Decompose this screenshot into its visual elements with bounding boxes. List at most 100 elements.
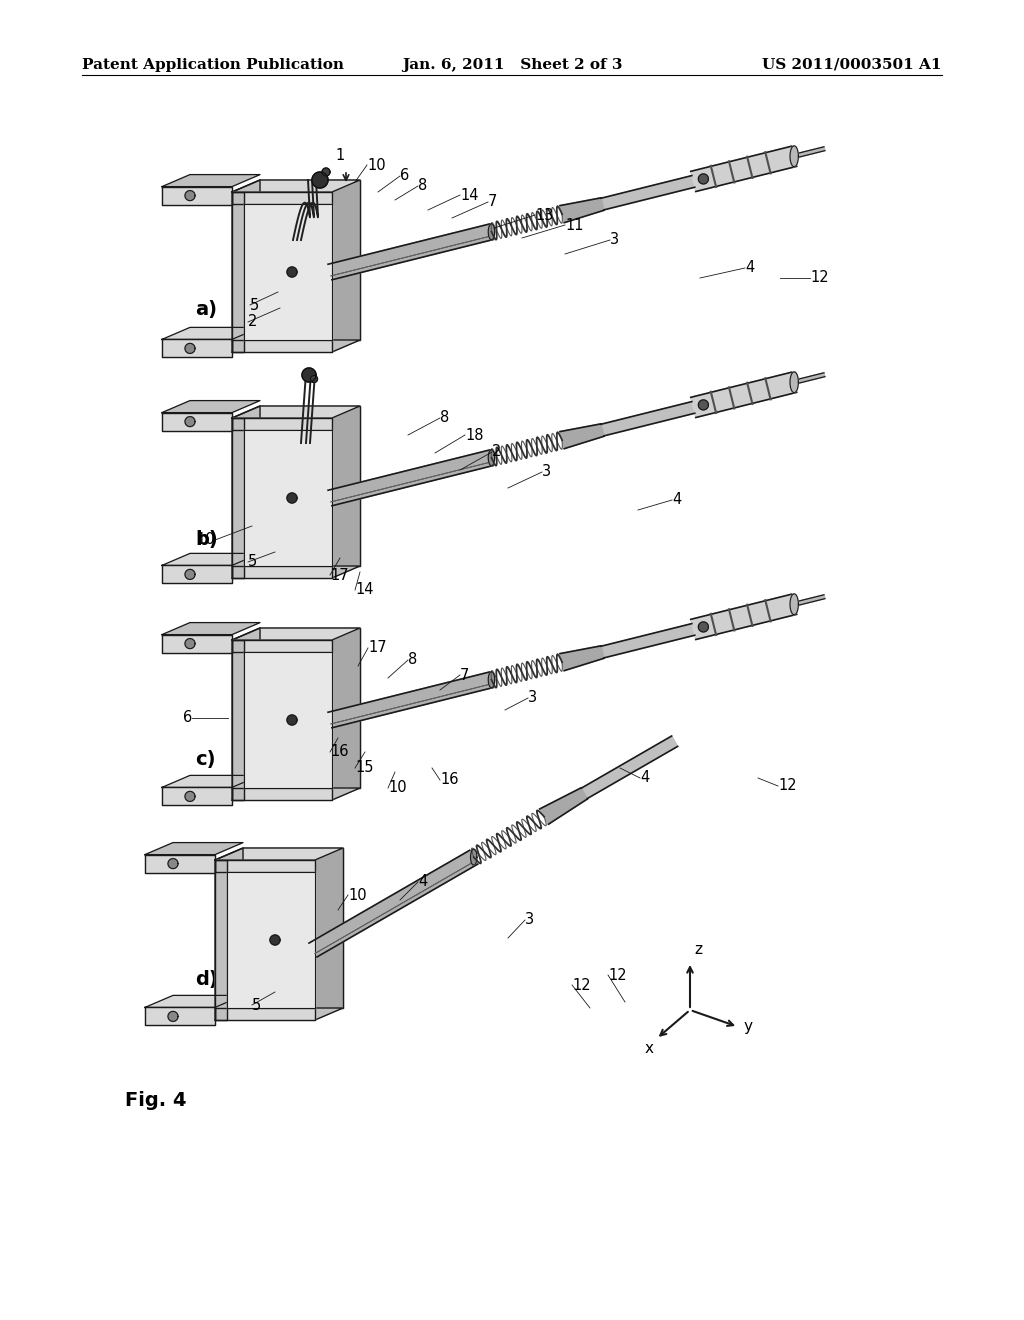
Polygon shape	[287, 492, 297, 503]
Polygon shape	[232, 180, 360, 191]
Text: 11: 11	[565, 218, 584, 232]
Polygon shape	[560, 645, 604, 671]
Text: 14: 14	[460, 187, 478, 202]
Text: 10: 10	[388, 780, 407, 796]
Text: c): c)	[195, 751, 215, 770]
Polygon shape	[582, 737, 678, 799]
Text: 8: 8	[408, 652, 417, 668]
Polygon shape	[691, 147, 797, 191]
Text: 14: 14	[355, 582, 374, 598]
Polygon shape	[162, 788, 232, 805]
Text: Fig. 4: Fig. 4	[125, 1090, 186, 1110]
Polygon shape	[232, 640, 244, 800]
Text: 15: 15	[355, 760, 374, 776]
Polygon shape	[791, 372, 799, 392]
Polygon shape	[691, 594, 797, 639]
Polygon shape	[162, 565, 232, 583]
Polygon shape	[243, 847, 343, 1008]
Polygon shape	[791, 147, 799, 166]
Polygon shape	[145, 854, 215, 873]
Polygon shape	[227, 873, 315, 1008]
Text: 6: 6	[400, 169, 410, 183]
Polygon shape	[794, 595, 825, 606]
Polygon shape	[794, 147, 825, 158]
Polygon shape	[232, 341, 332, 352]
Polygon shape	[232, 566, 360, 578]
Polygon shape	[309, 850, 478, 957]
Text: 7: 7	[460, 668, 469, 682]
Text: 12: 12	[778, 779, 797, 793]
Polygon shape	[244, 430, 332, 566]
Polygon shape	[232, 788, 360, 800]
Polygon shape	[244, 205, 332, 341]
Text: 5: 5	[248, 554, 257, 569]
Polygon shape	[162, 635, 232, 652]
Text: 4: 4	[672, 492, 681, 507]
Polygon shape	[328, 672, 494, 727]
Polygon shape	[260, 628, 360, 788]
Polygon shape	[232, 418, 244, 578]
Text: 10: 10	[197, 532, 215, 548]
Polygon shape	[310, 375, 317, 383]
Text: 5: 5	[250, 297, 259, 313]
Text: 2: 2	[492, 445, 502, 459]
Polygon shape	[270, 935, 280, 945]
Polygon shape	[162, 775, 260, 788]
Polygon shape	[232, 180, 260, 352]
Text: 7: 7	[488, 194, 498, 210]
Polygon shape	[232, 407, 260, 578]
Polygon shape	[601, 176, 694, 210]
Polygon shape	[540, 788, 588, 824]
Text: y: y	[743, 1019, 752, 1035]
Polygon shape	[168, 858, 178, 869]
Text: 3: 3	[542, 465, 551, 479]
Polygon shape	[232, 788, 332, 800]
Polygon shape	[162, 400, 260, 413]
Polygon shape	[471, 849, 477, 865]
Polygon shape	[488, 672, 495, 688]
Polygon shape	[232, 191, 332, 205]
Polygon shape	[162, 186, 232, 205]
Polygon shape	[215, 861, 227, 1020]
Polygon shape	[601, 401, 694, 436]
Polygon shape	[185, 569, 195, 579]
Text: 12: 12	[810, 271, 828, 285]
Text: 4: 4	[418, 874, 427, 890]
Polygon shape	[488, 224, 495, 240]
Polygon shape	[162, 174, 260, 186]
Text: 12: 12	[572, 978, 591, 993]
Polygon shape	[162, 413, 232, 430]
Polygon shape	[215, 861, 315, 873]
Text: 17: 17	[368, 640, 387, 656]
Polygon shape	[185, 792, 195, 801]
Polygon shape	[698, 400, 709, 411]
Polygon shape	[232, 640, 332, 652]
Text: 17: 17	[330, 568, 348, 582]
Polygon shape	[185, 639, 195, 648]
Polygon shape	[698, 174, 709, 183]
Polygon shape	[601, 623, 694, 657]
Polygon shape	[287, 715, 297, 725]
Polygon shape	[168, 1011, 178, 1022]
Text: 3: 3	[525, 912, 535, 928]
Text: a): a)	[195, 301, 217, 319]
Text: 18: 18	[465, 428, 483, 442]
Polygon shape	[328, 450, 494, 506]
Text: US 2011/0003501 A1: US 2011/0003501 A1	[763, 58, 942, 73]
Polygon shape	[185, 417, 195, 426]
Text: 16: 16	[330, 744, 348, 759]
Polygon shape	[232, 191, 244, 352]
Polygon shape	[232, 628, 260, 800]
Text: 8: 8	[418, 178, 427, 194]
Polygon shape	[232, 628, 360, 640]
Text: x: x	[645, 1041, 654, 1056]
Polygon shape	[232, 341, 360, 352]
Polygon shape	[232, 566, 332, 578]
Polygon shape	[215, 847, 243, 1020]
Polygon shape	[244, 652, 332, 788]
Text: 4: 4	[640, 771, 649, 785]
Polygon shape	[328, 224, 494, 280]
Text: 10: 10	[367, 157, 386, 173]
Polygon shape	[162, 623, 260, 635]
Polygon shape	[215, 1008, 315, 1020]
